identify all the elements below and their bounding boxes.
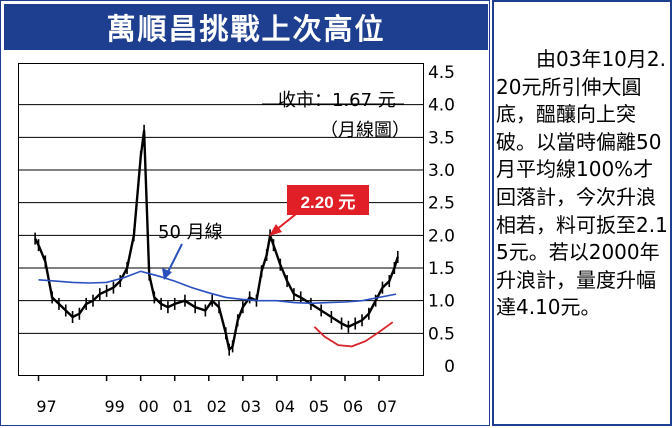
rounding-bottom-curve bbox=[313, 321, 394, 348]
x-tick-label: 02 bbox=[207, 397, 227, 416]
ma-line bbox=[38, 270, 397, 305]
highlight-price-badge: 2.20 元 bbox=[287, 185, 369, 215]
y-tick-label: 4.0 bbox=[428, 96, 455, 116]
x-tick-label: 07 bbox=[377, 397, 397, 416]
x-tick-label: 05 bbox=[309, 397, 329, 416]
commentary-panel: 由03年10月2.20元所引伸大圓底，醞釀向上突破。以當時偏離50月平均線100… bbox=[492, 0, 672, 426]
price-line bbox=[34, 129, 399, 351]
ma-arrowhead bbox=[162, 268, 172, 280]
ma-arrow bbox=[167, 243, 183, 273]
y-tick-label: 4.5 bbox=[428, 63, 455, 83]
close-price-label: 收市：1.67 元 bbox=[278, 90, 396, 111]
y-tick-label: 2.5 bbox=[428, 194, 455, 214]
x-tick-label: 97 bbox=[36, 397, 56, 416]
ma-label: 50 月線 bbox=[158, 222, 223, 243]
x-tick-label: 06 bbox=[343, 397, 363, 416]
y-tick-label: 0 bbox=[444, 357, 455, 377]
chart-title: 萬順昌挑戰上次高位 bbox=[106, 12, 386, 46]
y-tick-label: 1.0 bbox=[428, 292, 455, 312]
x-tick-label: 03 bbox=[241, 397, 261, 416]
x-tick-label: 99 bbox=[104, 397, 124, 416]
y-tick-label: 1.5 bbox=[428, 259, 455, 279]
chart-note-label: （月線圖） bbox=[320, 120, 410, 141]
y-tick-label: 3.5 bbox=[428, 128, 455, 148]
y-tick-label: 2.0 bbox=[428, 226, 455, 246]
x-tick-label: 01 bbox=[173, 397, 193, 416]
highlight-arrow bbox=[275, 213, 297, 231]
y-tick-label: 3.0 bbox=[428, 161, 455, 181]
x-tick-label: 04 bbox=[275, 397, 295, 416]
highlight-arrowhead bbox=[269, 224, 282, 236]
y-tick-label: 0.5 bbox=[428, 324, 455, 344]
x-tick-label: 00 bbox=[138, 397, 158, 416]
commentary-text: 由03年10月2.20元所引伸大圓底，醞釀向上突破。以當時偏離50月平均線100… bbox=[496, 47, 668, 320]
title-bar: 萬順昌挑戰上次高位 bbox=[4, 4, 488, 50]
